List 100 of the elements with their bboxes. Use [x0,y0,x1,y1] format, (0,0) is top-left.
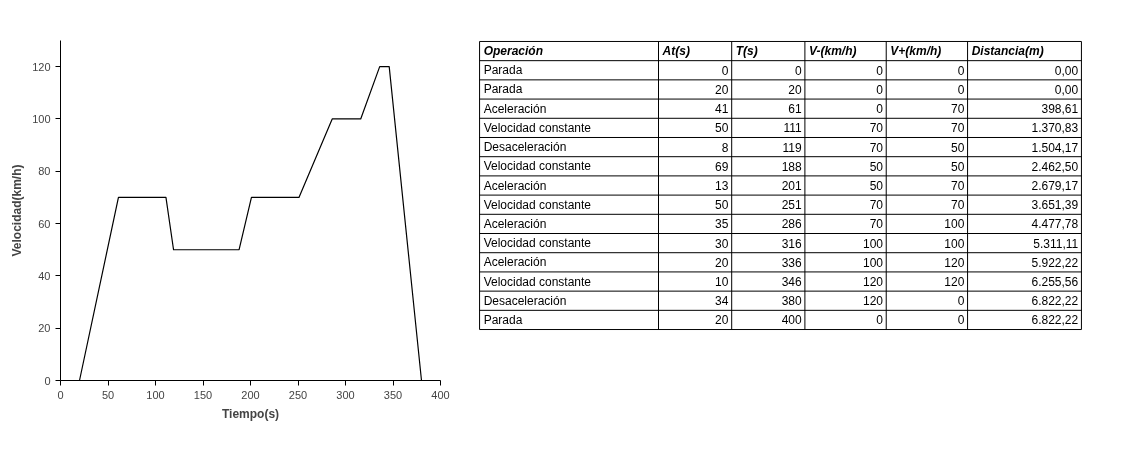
text: 0 [957,63,965,78]
text: 50 [869,179,884,193]
text: 120 [944,275,965,290]
y-tick-label: 80 [38,165,51,178]
text: Velocidad constante [483,236,592,251]
text: Velocidad constante [483,159,592,174]
text: 100 [944,217,965,232]
y-tick-label: 20 [38,322,51,335]
text: 100 [862,236,884,251]
text: Aceleración [483,216,547,231]
text: 70 [950,102,965,117]
text: 20 [715,313,729,328]
text: Parada [483,63,523,78]
x-axis-title: Tiempo(s) [221,406,280,421]
text: 251 [781,198,802,213]
text: Desaceleración [483,140,567,155]
text: 119 [782,140,802,155]
x-tick-label: 400 [431,388,450,401]
text: 1.504,17 [1031,140,1079,155]
text: 35 [715,217,729,232]
text: 120 [944,255,965,270]
x-tick-label: 50 [101,388,115,401]
x-tick-label: 0 [57,388,64,401]
text: 2.679,17 [1031,179,1079,193]
text: Desaceleración [483,293,567,308]
text: 400 [781,313,802,328]
text: 0,00 [1054,82,1079,97]
y-tick-label: 0 [44,374,51,387]
text: 20 [715,82,729,97]
text: 6.822,22 [1031,313,1079,328]
text: Parada [483,82,523,97]
text: 398,61 [1041,102,1079,117]
y-tick-label: 60 [38,217,51,230]
category-label: Operación [483,44,543,59]
text: 0 [876,102,884,117]
text: Aceleración [483,178,547,193]
text: 34 [715,294,729,309]
text: 13 [715,179,729,193]
text: 70 [869,198,884,213]
text: 0 [876,313,884,328]
text: 50 [869,159,884,174]
text: 188 [781,159,802,174]
category-label: V-(km/h) [808,44,857,59]
text: 1.370,83 [1031,121,1079,136]
text: Aceleración [483,255,547,270]
text: 6.255,56 [1031,275,1079,290]
text: 5.922,22 [1031,255,1079,270]
text: Velocidad constante [483,274,592,289]
x-tick-label: 300 [336,388,355,401]
text: 61 [788,102,802,117]
text: 69 [715,159,729,174]
text: 0,00 [1054,63,1079,78]
text: 20 [788,82,802,97]
text: Aceleración [483,101,547,116]
text: 2.462,50 [1031,159,1079,174]
text: 70 [950,121,965,136]
text: 286 [781,217,802,232]
x-tick-label: 200 [241,388,260,401]
text: 0 [957,82,965,97]
y-tick-label: 100 [32,112,51,125]
text: 111 [783,121,802,136]
text: 0 [721,63,729,78]
text: 70 [869,140,884,155]
text: 8 [721,140,729,155]
text: 50 [950,159,965,174]
text: 120 [862,294,884,309]
text: 70 [869,217,884,232]
category-label: V+(km/h) [890,44,942,59]
text: 70 [950,198,965,213]
text: 41 [715,102,729,117]
text: 0 [957,294,965,309]
text: 50 [950,140,965,155]
text: 70 [950,179,965,193]
x-tick-label: 100 [146,388,165,401]
category-label: T(s) [735,44,758,59]
text: 0 [957,313,965,328]
text: 5.311,11 [1033,236,1079,251]
text: 100 [862,255,884,270]
text: 10 [715,275,729,290]
text: 6.822,22 [1031,294,1079,309]
text: 50 [715,121,729,136]
text: 346 [781,275,802,290]
text: 120 [862,275,884,290]
text: 30 [715,236,729,251]
y-tick-label: 120 [32,60,51,73]
x-tick-label: 150 [193,388,213,401]
text: 20 [715,255,729,270]
category-label: Distancia(m) [971,44,1044,59]
text: 201 [781,179,802,193]
text: 3.651,39 [1031,198,1079,213]
text: Parada [483,312,523,327]
y-axis-title: Velocidad(km/h) [10,164,25,257]
text: 0 [876,82,884,97]
text: 4.477,78 [1031,217,1079,232]
y-tick-label: 40 [38,269,51,282]
text: Velocidad constante [483,197,592,212]
text: 50 [715,198,729,213]
text: 380 [781,294,802,309]
x-tick-label: 250 [288,388,308,401]
text: 0 [794,63,802,78]
